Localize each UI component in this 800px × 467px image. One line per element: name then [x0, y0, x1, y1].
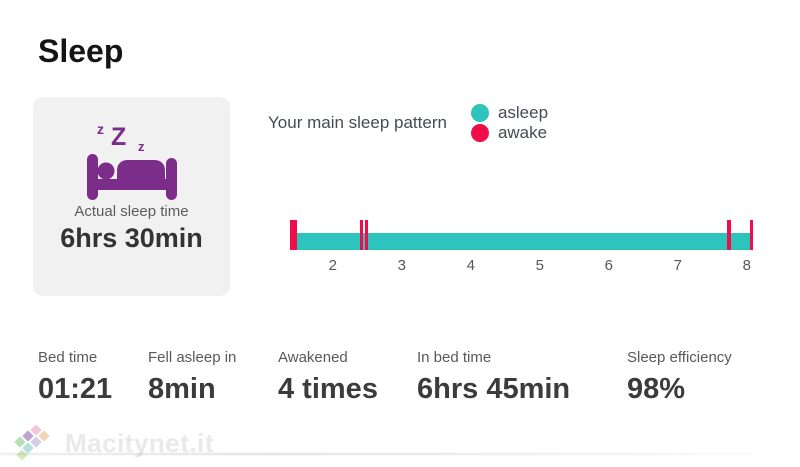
stat-value: 6hrs 45min	[417, 373, 571, 405]
sleeping-bed-icon: z Z z	[86, 121, 177, 200]
stat-value: 98%	[627, 373, 686, 405]
x-axis-tick-7: 7	[673, 257, 682, 274]
awake-dot-icon	[470, 124, 489, 142]
legend-label: asleep	[497, 103, 549, 122]
actual-sleep-time-label: Actual sleep time	[74, 203, 189, 220]
stat-value: 01:21	[38, 373, 113, 405]
macitynet-logo-icon	[14, 425, 50, 461]
asleep-dot-icon	[470, 104, 489, 122]
stat-awakened: Awakened 4 times	[278, 349, 378, 406]
watermark: Macitynet.it	[7, 425, 214, 463]
legend-items: asleep awake	[470, 103, 568, 143]
svg-text:z: z	[97, 121, 104, 137]
sleep-pattern-legend: Your main sleep pattern asleep awake	[268, 103, 568, 142]
awake-mark	[290, 220, 297, 250]
window-bottom-shadow	[0, 453, 784, 455]
svg-text:z: z	[138, 139, 145, 154]
x-axis-tick-8: 8	[742, 257, 751, 274]
watermark-text: Macitynet.it	[65, 428, 215, 458]
legend-item-asleep: asleep	[470, 103, 549, 123]
sleep-timeline-chart: 2 3 4 5 6 7 8	[290, 220, 753, 274]
page-title: Sleep	[38, 33, 124, 69]
awake-mark	[749, 220, 753, 250]
legend-item-awake: awake	[470, 123, 548, 143]
stat-label: Fell asleep in	[148, 349, 237, 366]
x-axis-tick-5: 5	[535, 257, 544, 274]
actual-sleep-time-value: 6hrs 30min	[60, 223, 203, 253]
asleep-bar	[296, 233, 753, 250]
stat-bed-time: Bed time 01:21	[38, 349, 112, 406]
awake-mark	[727, 220, 731, 250]
stat-value: 8min	[148, 373, 216, 405]
actual-sleep-time-card: z Z z Actual sleep time 6hrs 30min	[33, 97, 230, 296]
stat-value: 4 times	[278, 373, 378, 405]
stat-label: Bed time	[38, 349, 98, 366]
stat-sleep-efficiency: Sleep efficiency 98%	[627, 349, 732, 406]
x-axis-tick-3: 3	[397, 257, 406, 274]
x-axis-tick-6: 6	[604, 257, 613, 274]
stat-label: In bed time	[417, 349, 492, 366]
stat-label: Sleep efficiency	[627, 349, 732, 366]
stat-in-bed-time: In bed time 6hrs 45min	[417, 349, 570, 406]
stat-label: Awakened	[278, 349, 348, 366]
legend-label: awake	[497, 123, 548, 142]
x-axis-tick-4: 4	[466, 257, 475, 274]
stat-fell-asleep-in: Fell asleep in 8min	[148, 349, 236, 406]
legend-title: Your main sleep pattern	[268, 113, 447, 132]
awake-mark	[359, 220, 363, 250]
svg-text:Z: Z	[111, 123, 126, 151]
x-axis-tick-2: 2	[328, 257, 337, 274]
awake-mark	[364, 220, 368, 250]
